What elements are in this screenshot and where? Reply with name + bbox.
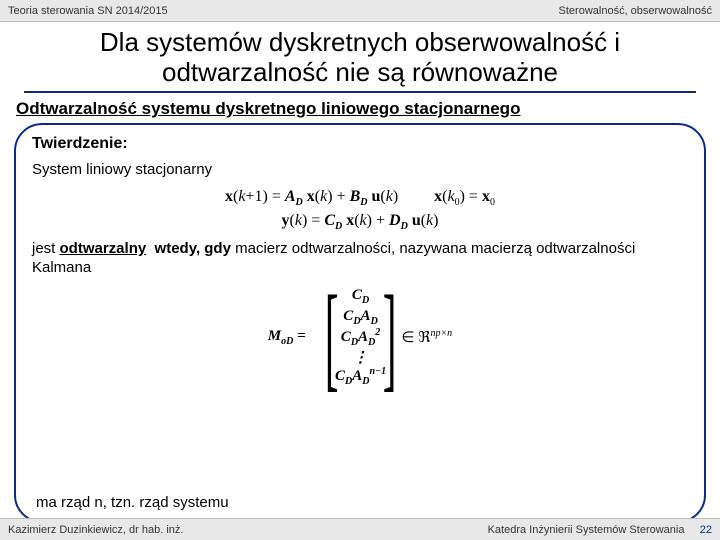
t2c: wtedy, gdy (150, 240, 231, 257)
theorem-box: Twierdzenie: System liniowy stacjonarny … (14, 123, 706, 523)
m-row-dots: ⋮ (353, 350, 368, 366)
state-equations: x(k+1) = AD x(k) + BD u(k) x(k0) = x0 y(… (32, 186, 688, 234)
m-row-2: CDAD2 (341, 328, 381, 349)
kalman-matrix: MoD = [ CD CDAD CDAD2 ⋮ CDADn−1 ] ∈ ℜnp×… (32, 283, 688, 391)
theorem-line2: jest odtwarzalny wtedy, gdy macierz odtw… (32, 240, 688, 278)
header-right: Sterowalność, obserwowalność (559, 5, 712, 17)
section-subtitle: Odtwarzalność systemu dyskretnego liniow… (16, 99, 704, 119)
matrix-lhs: MoD = (268, 328, 306, 347)
m-row-n: CDADn−1 (335, 367, 386, 388)
bracket-left: [ (324, 283, 338, 391)
header-left: Teoria sterowania SN 2014/2015 (8, 5, 168, 17)
bracket-right: ] (383, 283, 397, 391)
matrix-column: CD CDAD CDAD2 ⋮ CDADn−1 (335, 287, 386, 388)
m-row-1: CDAD (343, 308, 378, 328)
t2a: jest (32, 240, 60, 257)
m-row-0: CD (352, 287, 369, 307)
t2b: odtwarzalny (60, 240, 147, 257)
eq-initial: x(k0) = x0 (434, 188, 495, 208)
footer-left: Kazimierz Duzinkiewicz, dr hab. inż. (8, 524, 183, 536)
header-strip: Teoria sterowania SN 2014/2015 Sterowaln… (0, 0, 720, 22)
theorem-label: Twierdzenie: (32, 135, 688, 153)
matrix-dims: ∈ ℜnp×n (401, 328, 452, 347)
footer-strip: Kazimierz Duzinkiewicz, dr hab. inż. Kat… (0, 518, 720, 540)
footer-right: Katedra Inżynierii Systemów Sterowania 2… (488, 524, 712, 536)
eq-state: x(k+1) = AD x(k) + BD u(k) (225, 188, 398, 208)
page-title: Dla systemów dyskretnych obserwowalność … (24, 28, 696, 93)
footer-dept: Katedra Inżynierii Systemów Sterowania (488, 524, 685, 536)
theorem-line1: System liniowy stacjonarny (32, 161, 688, 180)
theorem-final: ma rząd n, tzn. rząd systemu (36, 494, 229, 511)
page-number: 22 (700, 524, 712, 536)
eq-output: y(k) = CD x(k) + DD u(k) (282, 212, 439, 232)
